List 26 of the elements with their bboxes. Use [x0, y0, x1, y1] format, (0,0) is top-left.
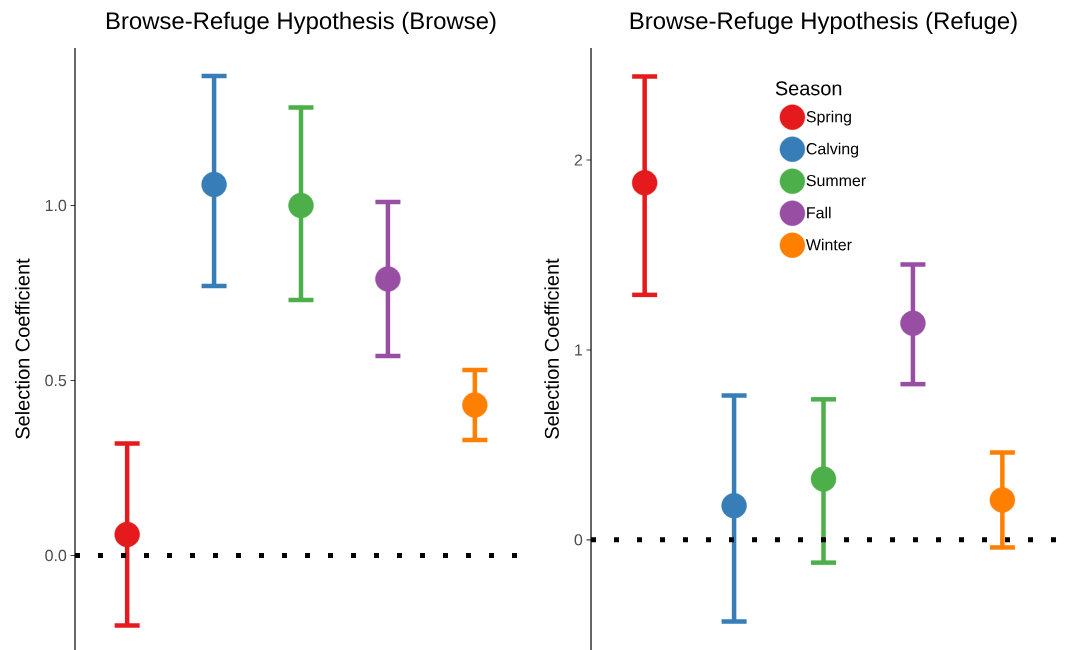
- chart-title: Browse-Refuge Hypothesis (Refuge): [630, 11, 1017, 34]
- point: [375, 266, 401, 292]
- legend-label: Calving: [806, 142, 859, 158]
- y-tick-label: 0: [574, 534, 583, 546]
- y-tick-label: 0.0: [45, 549, 67, 562]
- point: [288, 192, 314, 219]
- legend-label: Summer: [806, 174, 866, 187]
- y-tick-label: 2: [574, 154, 582, 166]
- legend-label: Fall: [807, 206, 831, 219]
- point: [201, 171, 227, 198]
- legend-label: Spring: [806, 110, 851, 126]
- chart-title: Browse-Refuge Hypothesis (Browse): [106, 11, 496, 34]
- y-tick-label: 1.0: [45, 199, 67, 212]
- point: [114, 521, 140, 548]
- y-axis-title: Selection Coefficient: [14, 258, 30, 439]
- legend-title: Season: [775, 81, 842, 96]
- y-tick-label: 1: [575, 344, 583, 356]
- point: [631, 170, 658, 196]
- point: [721, 492, 747, 519]
- point: [462, 392, 488, 418]
- point: [989, 487, 1016, 513]
- y-axis-title: Selection Coefficient: [544, 258, 559, 439]
- legend-label: Winter: [805, 238, 852, 251]
- point: [810, 466, 837, 492]
- y-tick-label: 0.5: [45, 374, 67, 387]
- point: [900, 310, 926, 337]
